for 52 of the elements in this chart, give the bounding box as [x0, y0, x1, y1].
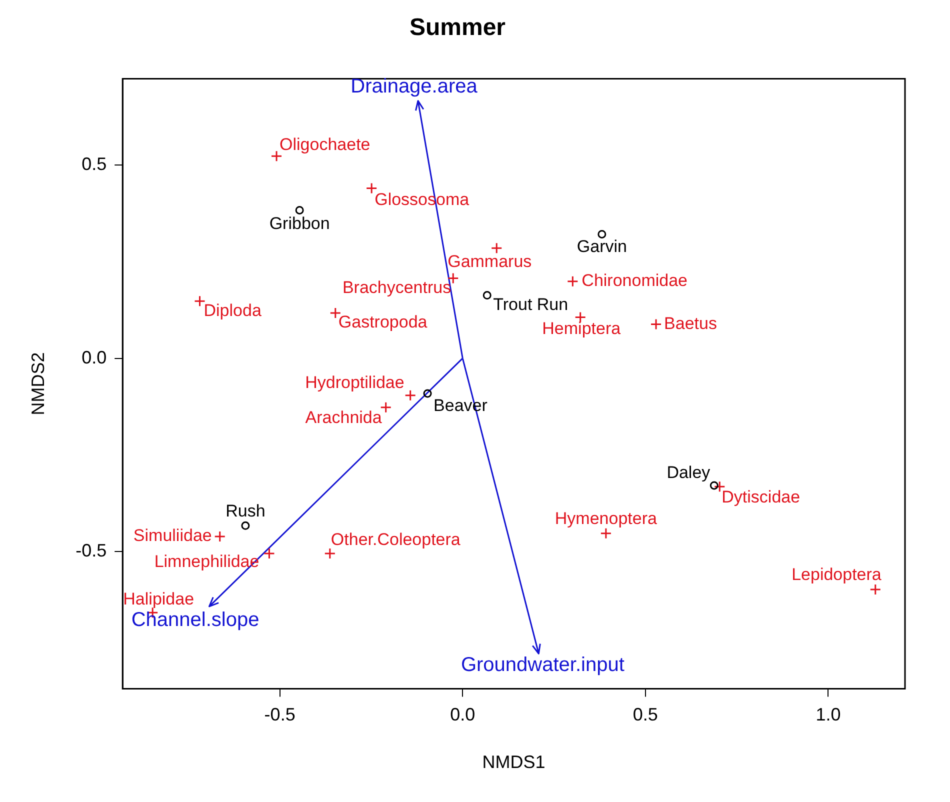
point: [650, 318, 662, 330]
y-axis-title: NMDS2: [28, 352, 48, 416]
annotation: Gammarus: [448, 252, 532, 271]
point: [404, 390, 416, 402]
y-tick-label: 0.0: [82, 347, 107, 368]
point: [324, 548, 336, 560]
annotation: Arachnida: [305, 408, 382, 428]
annotation: Halipidae: [123, 589, 194, 608]
point: [214, 530, 226, 542]
annotation: Oligochaete: [280, 134, 370, 154]
annotation: Daley: [666, 463, 711, 482]
point: [295, 206, 304, 214]
annotation: Trout Run: [493, 294, 568, 314]
point: [870, 584, 882, 596]
point: [482, 291, 492, 300]
x-axis-title: NMDS1: [482, 752, 546, 772]
point: [263, 548, 275, 560]
annotation: Lepidoptera: [792, 565, 882, 584]
annotation: Hydroptilidae: [305, 373, 404, 392]
y-tick-label: 0.5: [82, 154, 107, 174]
chart-title: Summer: [409, 14, 506, 42]
annotation: Chironomidae: [582, 271, 688, 290]
point: [194, 295, 206, 307]
annotation: Drainage.area: [350, 75, 478, 98]
annotation: Gribbon: [269, 214, 330, 233]
annotation: Hymenoptera: [554, 509, 658, 528]
point: [241, 521, 250, 530]
x-tick-label: -0.5: [264, 704, 296, 725]
annotation: Dytiscidae: [722, 487, 800, 506]
annotation: Rush: [226, 501, 266, 520]
x-tick-label: 0.5: [632, 704, 658, 725]
annotation: Simuliidae: [133, 526, 212, 546]
point: [366, 182, 378, 194]
annotation: Brachycentrus: [342, 278, 452, 297]
annotation: Diploda: [204, 300, 262, 320]
point: [710, 481, 718, 490]
annotation: Channel.slope: [131, 608, 260, 631]
point: [566, 276, 578, 288]
annotation: Hemiptera: [542, 319, 622, 338]
point: [490, 242, 502, 254]
point: [423, 389, 432, 398]
point: [600, 528, 612, 540]
annotation: Baetus: [664, 314, 717, 333]
annotation: Other.Coleoptera: [330, 530, 461, 550]
annotation: Garvin: [576, 236, 627, 256]
annotation: Gastropoda: [338, 312, 428, 332]
point: [598, 230, 606, 238]
point: [380, 402, 392, 414]
annotation: Groundwater.input: [460, 654, 625, 676]
y-tick-label: -0.5: [76, 540, 107, 561]
x-tick-label: 0.0: [450, 704, 476, 725]
x-tick-label: 1.0: [816, 704, 841, 725]
